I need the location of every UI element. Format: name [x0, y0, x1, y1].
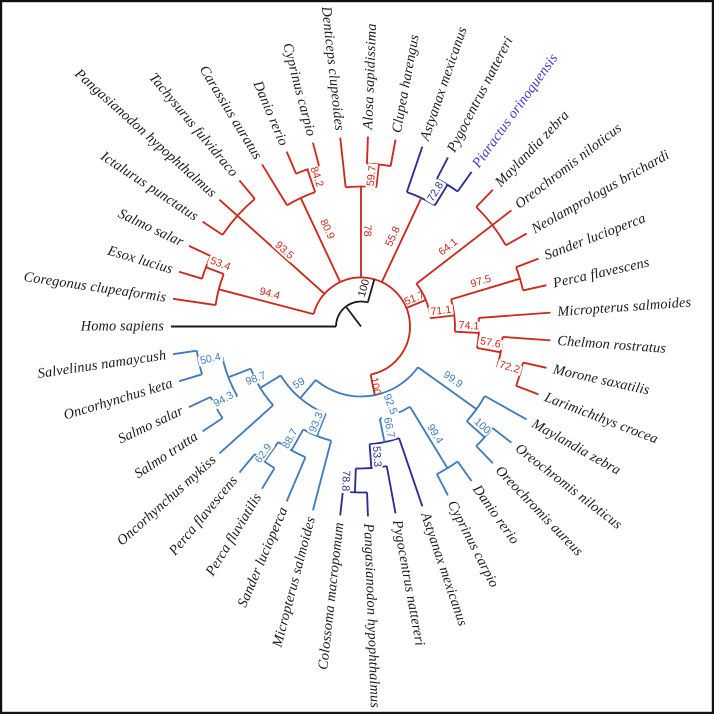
svg-text:72.2: 72.2 [498, 359, 521, 376]
svg-text:97.5: 97.5 [469, 273, 492, 290]
svg-text:71.1: 71.1 [430, 304, 452, 318]
svg-text:74.1: 74.1 [458, 319, 479, 332]
svg-text:100: 100 [368, 376, 383, 396]
svg-text:Pangasianodon hypophthalmus: Pangasianodon hypophthalmus [360, 522, 383, 708]
svg-text:94.4: 94.4 [258, 285, 281, 302]
svg-text:78: 78 [361, 225, 373, 237]
svg-text:53.3: 53.3 [370, 446, 383, 468]
svg-text:66.7: 66.7 [381, 416, 397, 439]
svg-text:Alosa sapidissima: Alosa sapidissima [360, 23, 380, 131]
svg-text:78.8: 78.8 [339, 470, 352, 491]
svg-text:100: 100 [356, 278, 372, 298]
svg-text:59: 59 [291, 375, 307, 391]
svg-text:Homo sapiens: Homo sapiens [80, 319, 164, 335]
svg-text:59.7: 59.7 [365, 165, 379, 187]
svg-text:50.4: 50.4 [199, 351, 222, 367]
svg-text:57.6: 57.6 [479, 335, 502, 351]
svg-text:Chelmon rostratus: Chelmon rostratus [557, 333, 667, 357]
